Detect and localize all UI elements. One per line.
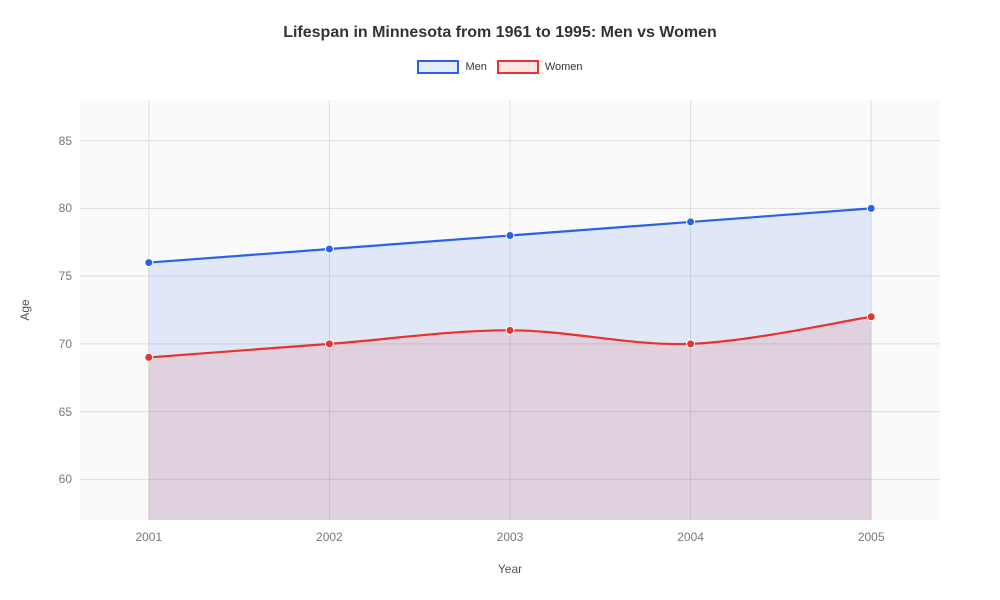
y-tick-label: 80 — [59, 201, 72, 215]
y-tick-label: 60 — [59, 472, 72, 486]
legend-swatch-men — [417, 60, 459, 74]
y-tick-label: 70 — [59, 337, 72, 351]
x-tick-label: 2001 — [135, 530, 162, 544]
y-tick-label: 65 — [59, 405, 72, 419]
x-tick-label: 2005 — [858, 530, 885, 544]
y-tick-label: 75 — [59, 269, 72, 283]
y-axis-label: Age — [18, 299, 32, 320]
legend-swatch-women — [497, 60, 539, 74]
legend: Men Women — [0, 60, 1000, 74]
x-tick-label: 2004 — [677, 530, 704, 544]
x-axis-label: Year — [498, 562, 522, 576]
legend-label-men: Men — [465, 61, 486, 73]
x-tick-label: 2003 — [497, 530, 524, 544]
chart-container: Lifespan in Minnesota from 1961 to 1995:… — [0, 0, 1000, 600]
y-tick-label: 85 — [59, 134, 72, 148]
legend-item-women: Women — [497, 60, 583, 74]
legend-label-women: Women — [545, 61, 583, 73]
x-tick-label: 2002 — [316, 530, 343, 544]
plot-area — [80, 100, 940, 520]
chart-title: Lifespan in Minnesota from 1961 to 1995:… — [0, 0, 1000, 42]
legend-item-men: Men — [417, 60, 486, 74]
